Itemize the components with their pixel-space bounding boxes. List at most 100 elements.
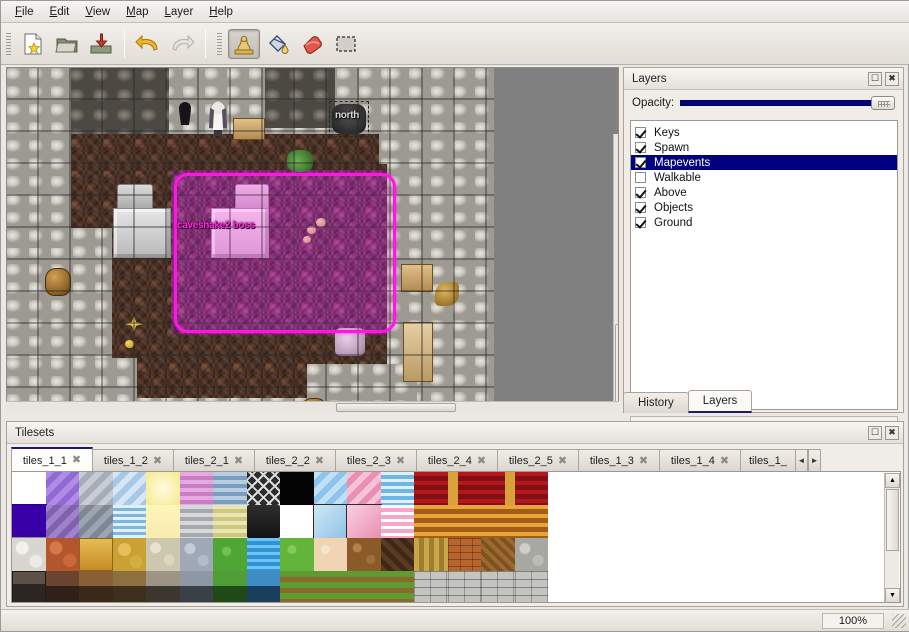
layer-row-mapevents[interactable]: Mapevents (631, 155, 897, 170)
toolbar-grip-right[interactable] (215, 30, 223, 57)
tileset-tab-close-icon[interactable]: ✖ (395, 454, 406, 467)
tile-2-3[interactable] (112, 538, 146, 571)
tileset-scroll-thumb[interactable] (886, 489, 899, 551)
tileset-tab-tiles_2_1[interactable]: tiles_2_1 ✖ (173, 449, 255, 472)
tile-2-8[interactable] (280, 538, 314, 571)
tileset-tab-tiles_1_3[interactable]: tiles_1_3 ✖ (578, 449, 660, 472)
tile-0-0[interactable] (12, 472, 46, 505)
tile-3-2[interactable] (79, 571, 113, 602)
eraser-tool-button[interactable] (296, 29, 328, 59)
tile-2-10[interactable] (347, 538, 381, 571)
tile-1-1[interactable] (45, 505, 79, 538)
tile-2-15[interactable] (514, 538, 548, 571)
tile-0-8[interactable] (280, 472, 314, 505)
tile-3-10[interactable] (347, 571, 381, 602)
tileset-tab-tiles_2_3[interactable]: tiles_2_3 ✖ (335, 449, 417, 472)
tile-0-6[interactable] (213, 472, 247, 505)
tile-2-9[interactable] (313, 538, 347, 571)
stamp-tool-button[interactable] (228, 28, 260, 59)
layer-row-above[interactable]: Above (631, 185, 897, 200)
tile-3-12[interactable] (414, 571, 448, 602)
tile-3-14[interactable] (481, 571, 515, 602)
menu-map[interactable]: Map (126, 5, 149, 18)
tile-0-2[interactable] (79, 472, 113, 505)
tile-0-1[interactable] (45, 472, 79, 505)
map-vertical-scroll-thumb[interactable] (615, 324, 618, 412)
tile-1-3[interactable] (112, 505, 146, 538)
tile-0-12[interactable] (414, 472, 448, 505)
map-horizontal-scrollbar[interactable] (6, 401, 619, 413)
tile-1-11[interactable] (380, 505, 414, 538)
tileset-tab-tiles_1_5[interactable]: tiles_1_ (740, 449, 796, 472)
tile-1-0[interactable] (12, 504, 47, 539)
float-window-icon[interactable]: ☐ (868, 71, 882, 86)
tileset-tab-close-icon[interactable]: ✖ (557, 454, 568, 467)
tile-3-8[interactable] (280, 571, 314, 602)
tile-2-1[interactable] (45, 538, 79, 571)
tileset-tab-tiles_1_2[interactable]: tiles_1_2 ✖ (92, 449, 174, 472)
menu-view[interactable]: View (85, 5, 111, 18)
tile-3-9[interactable] (313, 571, 347, 602)
tileset-tab-tiles_2_2[interactable]: tiles_2_2 ✖ (254, 449, 336, 472)
tab-layers[interactable]: Layers (687, 390, 753, 413)
tile-2-2[interactable] (79, 538, 113, 571)
tile-0-3[interactable] (112, 472, 146, 505)
tileset-tab-tiles_1_1[interactable]: tiles_1_1 ✖ (11, 447, 93, 472)
tile-3-7[interactable] (246, 571, 280, 602)
layer-list[interactable]: Keys Spawn Mapevents Walkable Above Ob (630, 120, 898, 410)
tile-3-15[interactable] (514, 571, 548, 602)
tileset-tab-close-icon[interactable]: ✖ (233, 454, 244, 467)
tile-1-9[interactable] (312, 504, 348, 539)
tilesets-float-window-icon[interactable]: ☐ (868, 425, 882, 440)
tile-2-6[interactable] (213, 538, 247, 571)
tileset-tile-grid[interactable] (12, 472, 548, 602)
opacity-slider[interactable] (680, 96, 895, 110)
tile-1-2[interactable] (79, 505, 113, 538)
tile-2-7[interactable] (246, 538, 280, 571)
tile-0-15[interactable] (514, 472, 548, 505)
tileset-tab-close-icon[interactable]: ✖ (638, 454, 649, 467)
tile-2-12[interactable] (414, 538, 448, 571)
tileset-tile-area[interactable]: ▲ ▼ (11, 471, 901, 603)
select-tool-button[interactable] (330, 29, 362, 59)
menu-edit[interactable]: Edit (49, 5, 70, 18)
tile-0-9[interactable] (313, 472, 347, 505)
map-event-region-cavesnake2-boss[interactable] (174, 173, 396, 333)
save-map-button[interactable] (85, 29, 117, 59)
tile-1-6[interactable] (213, 505, 247, 538)
toolbar-grip-left[interactable] (4, 30, 12, 57)
tile-0-10[interactable] (347, 472, 381, 505)
map-canvas[interactable]: cavesnake2 boss north (7, 68, 494, 412)
close-icon[interactable]: ✖ (885, 71, 899, 86)
tile-1-7[interactable] (246, 505, 280, 538)
tileset-tabs-scroll-left-button[interactable]: ◄ (794, 449, 808, 472)
tile-0-11[interactable] (380, 472, 414, 505)
tileset-scroll-down-button[interactable]: ▼ (885, 588, 900, 602)
tile-1-15[interactable] (514, 505, 548, 538)
tile-1-14[interactable] (481, 505, 515, 538)
layer-checkbox-ground[interactable] (635, 217, 646, 228)
tileset-tab-close-icon[interactable]: ✖ (314, 454, 325, 467)
layer-row-walkable[interactable]: Walkable (631, 170, 897, 185)
layer-row-ground[interactable]: Ground (631, 215, 897, 230)
redo-button[interactable] (166, 29, 198, 59)
layer-checkbox-objects[interactable] (635, 202, 646, 213)
menu-help[interactable]: Help (209, 5, 233, 18)
tileset-tab-tiles_1_4[interactable]: tiles_1_4 ✖ (659, 449, 741, 472)
tile-2-11[interactable] (380, 538, 414, 571)
tile-0-7[interactable] (246, 472, 280, 505)
tile-3-6[interactable] (213, 571, 247, 602)
tile-3-4[interactable] (146, 571, 180, 602)
open-map-button[interactable] (51, 29, 83, 59)
tile-3-5[interactable] (179, 571, 213, 602)
tile-2-14[interactable] (481, 538, 515, 571)
new-map-button[interactable] (17, 29, 49, 59)
tile-3-13[interactable] (447, 571, 481, 602)
tileset-tab-tiles_2_4[interactable]: tiles_2_4 ✖ (416, 449, 498, 472)
tile-3-1[interactable] (45, 571, 79, 602)
layer-checkbox-above[interactable] (635, 187, 646, 198)
tile-1-4[interactable] (146, 505, 180, 538)
layer-row-spawn[interactable]: Spawn (631, 140, 897, 155)
layer-checkbox-walkable[interactable] (635, 172, 646, 183)
tile-0-5[interactable] (179, 472, 213, 505)
